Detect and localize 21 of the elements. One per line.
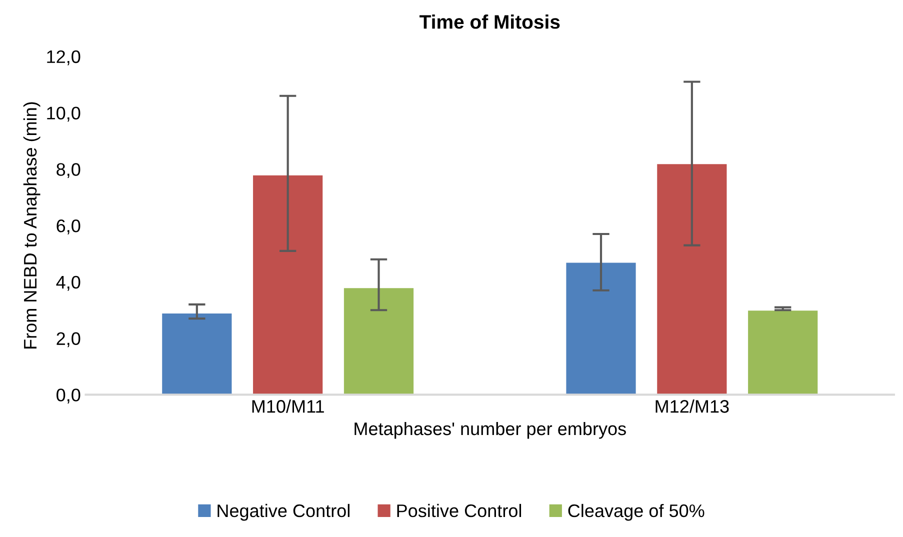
x-axis-title: Metaphases' number per embryos xyxy=(354,422,626,439)
y-tick-label: 8,0 xyxy=(56,163,80,178)
bar xyxy=(160,312,233,395)
legend-label: Cleavage of 50% xyxy=(568,504,704,521)
bar xyxy=(342,287,415,395)
x-tick-label: M12/M13 xyxy=(656,400,729,413)
chart-title: Time of Mitosis xyxy=(420,14,560,29)
y-tick-label: 10,0 xyxy=(47,106,80,122)
y-tick-label: 2,0 xyxy=(56,332,80,348)
legend-label: Positive Control xyxy=(397,504,522,518)
bar xyxy=(746,310,819,395)
y-tick-label: 4,0 xyxy=(56,276,80,291)
legend-label: Negative Control xyxy=(218,504,350,521)
y-tick-label: 12,0 xyxy=(47,50,80,66)
y-tick-label: 6,0 xyxy=(56,219,80,234)
bar xyxy=(565,262,637,395)
y-tick-label: 0,0 xyxy=(56,388,80,404)
x-tick-label: M10/M11 xyxy=(252,400,324,413)
y-axis-title: From NEBD to Anaphase (min) xyxy=(23,102,40,348)
bar xyxy=(656,162,728,395)
bar xyxy=(252,174,324,395)
